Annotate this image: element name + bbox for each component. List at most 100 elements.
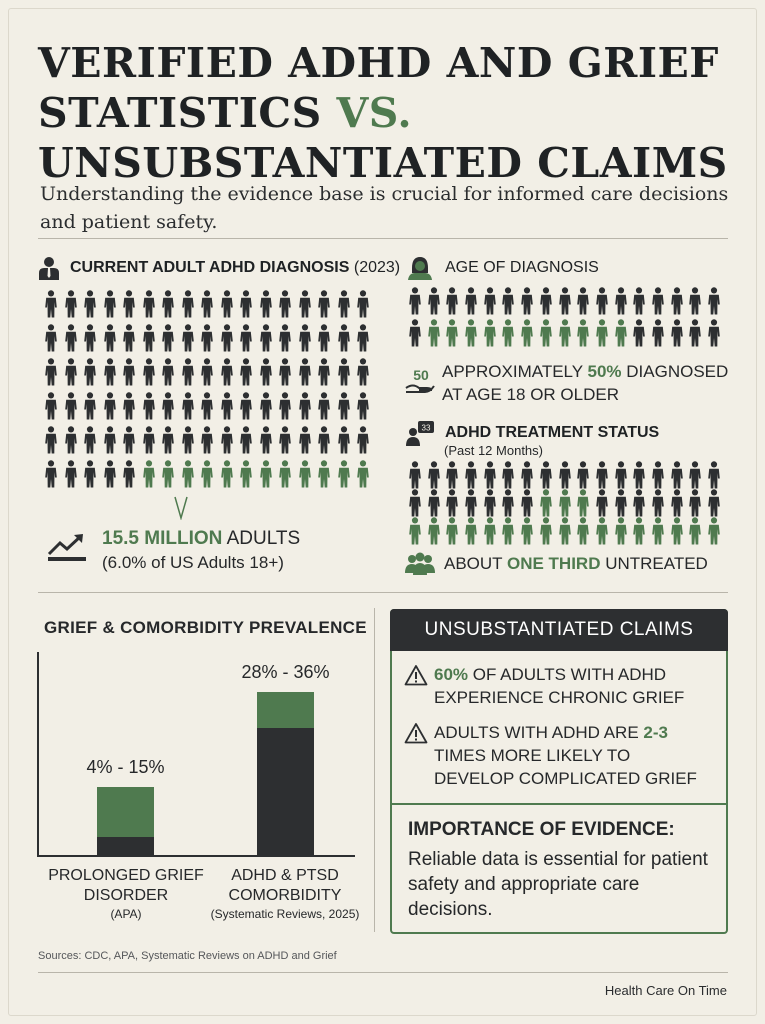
person-icon	[707, 517, 721, 545]
person-icon	[445, 489, 459, 517]
person-icon	[501, 517, 515, 545]
person-icon	[427, 319, 441, 347]
person-icon	[558, 287, 572, 315]
claim-1-line-1: OF ADULTS WITH ADHD	[468, 665, 667, 684]
person-icon	[464, 517, 478, 545]
bar-base-segment	[97, 836, 154, 855]
person-icon	[298, 290, 312, 318]
category-source: (Systematic Reviews, 2025)	[210, 907, 360, 921]
treatment-summary: ABOUT ONE THIRD UNTREATED	[444, 553, 708, 575]
person-icon	[239, 290, 253, 318]
person-icon	[520, 461, 534, 489]
category-line: PROLONGED GRIEF	[48, 867, 204, 884]
divider-vertical	[374, 608, 375, 932]
person-icon	[142, 324, 156, 352]
claim-item-2: ADULTS WITH ADHD ARE 2-3 TIMES MORE LIKE…	[404, 721, 697, 790]
person-icon	[501, 319, 515, 347]
sources-note: Sources: CDC, APA, Systematic Reviews on…	[38, 950, 337, 962]
claim-1-text: 60% OF ADULTS WITH ADHD EXPERIENCE CHRON…	[434, 663, 684, 709]
claim-2-text: ADULTS WITH ADHD ARE 2-3 TIMES MORE LIKE…	[434, 721, 697, 790]
chart-axis-y	[37, 652, 39, 856]
person-icon	[142, 290, 156, 318]
person-icon	[651, 489, 665, 517]
person-icon	[520, 517, 534, 545]
treatment-heading: 33 ADHD TREATMENT STATUS	[405, 420, 659, 446]
person-icon	[220, 290, 234, 318]
person-icon	[161, 426, 175, 454]
businessman-icon	[39, 257, 59, 280]
person-icon	[408, 319, 422, 347]
person-icon	[445, 319, 459, 347]
person-icon	[317, 324, 331, 352]
person-icon	[181, 290, 195, 318]
category-line: DISORDER	[83, 887, 169, 904]
subtitle: Understanding the evidence base is cruci…	[40, 183, 729, 233]
person-icon	[356, 324, 370, 352]
title-line-2: STATISTICS VS.	[38, 88, 738, 138]
hand-icon	[405, 384, 435, 393]
person-icon	[632, 489, 646, 517]
person-icon	[64, 426, 78, 454]
person-icon	[520, 287, 534, 315]
person-icon	[44, 392, 58, 420]
person-icon	[539, 461, 553, 489]
person-icon	[707, 319, 721, 347]
person-icon	[464, 319, 478, 347]
person-icon	[200, 392, 214, 420]
treatment-summary-c: UNTREATED	[600, 554, 708, 573]
person-icon	[576, 461, 590, 489]
claim-1-percent: 60%	[434, 665, 469, 684]
claims-panel: UNSUBSTANTIATED CLAIMS 60% OF ADULTS WIT…	[390, 609, 728, 934]
person-icon	[539, 287, 553, 315]
person-icon	[632, 319, 646, 347]
person-icon	[558, 319, 572, 347]
person-icon	[408, 517, 422, 545]
person-icon	[278, 392, 292, 420]
person-icon	[122, 358, 136, 386]
person-icon	[142, 460, 156, 488]
age-percent: 50%	[587, 362, 622, 381]
page-title: VERIFIED ADHD AND GRIEF STATISTICS VS. U…	[38, 38, 738, 188]
person-icon	[278, 358, 292, 386]
person-icon	[259, 290, 273, 318]
claim-2-line-1: ADULTS WITH ADHD ARE	[434, 723, 644, 742]
person-icon	[632, 461, 646, 489]
person-icon	[651, 461, 665, 489]
person-icon	[298, 358, 312, 386]
age-line-1: APPROXIMATELY 50% DIAGNOSED	[442, 361, 728, 383]
person-icon	[427, 461, 441, 489]
diagnosis-detail: (6.0% of US Adults 18+)	[102, 553, 284, 572]
age-heading: AGE OF DIAGNOSIS	[405, 256, 599, 280]
person-icon	[651, 517, 665, 545]
person-icon	[356, 460, 370, 488]
person-icon	[688, 319, 702, 347]
person-icon	[614, 517, 628, 545]
person-icon	[707, 489, 721, 517]
person-icon	[483, 517, 497, 545]
person-icon	[356, 358, 370, 386]
diagnosis-heading-text: CURRENT ADULT ADHD DIAGNOSIS	[70, 259, 350, 276]
brand-name: Health Care On Time	[604, 983, 727, 998]
person-icon	[520, 319, 534, 347]
treatment-summary-a: ABOUT	[444, 554, 507, 573]
person-icon	[483, 489, 497, 517]
person-icon	[464, 489, 478, 517]
person-icon	[670, 287, 684, 315]
diagnosis-value-suffix: ADULTS	[222, 528, 301, 549]
person-icon	[539, 517, 553, 545]
person-icon	[220, 460, 234, 488]
person-icon	[707, 461, 721, 489]
trend-up-icon	[47, 534, 86, 561]
bar-category-label: PROLONGED GRIEF DISORDER (APA)	[36, 866, 216, 922]
treatment-people-grid	[408, 461, 721, 545]
person-icon	[337, 460, 351, 488]
person-icon	[651, 319, 665, 347]
person-icon	[83, 426, 97, 454]
person-icon	[259, 426, 273, 454]
chart-axis-x	[37, 855, 355, 857]
person-icon	[576, 489, 590, 517]
person-icon	[558, 489, 572, 517]
claim-2-line-2: TIMES MORE LIKELY TO	[434, 746, 631, 765]
diagnosis-heading-year: (2023)	[353, 259, 401, 276]
divider-bottom	[38, 972, 728, 973]
